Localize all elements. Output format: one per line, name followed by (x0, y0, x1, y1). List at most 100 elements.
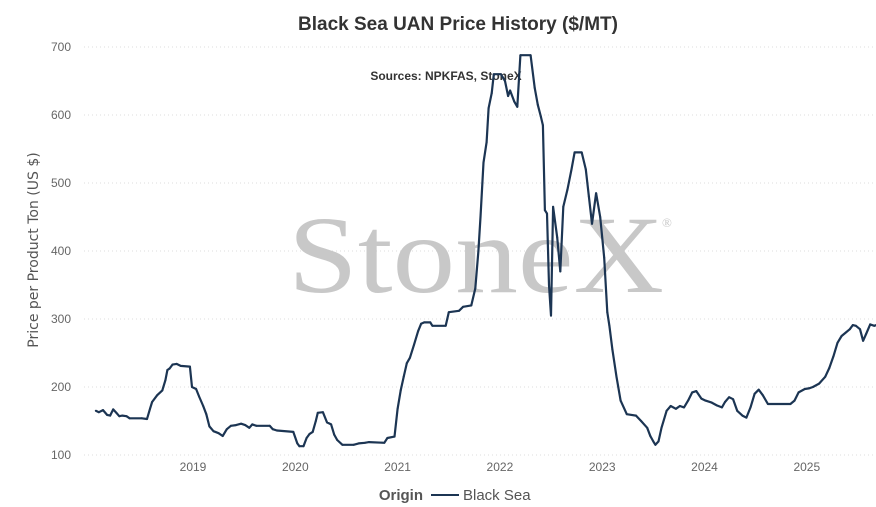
data-point (413, 343, 415, 346)
data-point (168, 367, 171, 370)
data-point (691, 391, 694, 394)
data-point (109, 414, 112, 417)
y-tick-label: 700 (51, 40, 71, 54)
data-point (482, 161, 485, 164)
data-point (848, 328, 851, 331)
data-point (402, 375, 405, 378)
data-point (541, 124, 544, 127)
data-point (509, 89, 512, 92)
data-point (212, 430, 215, 433)
data-point (836, 341, 839, 344)
data-point (161, 389, 164, 392)
data-point (640, 420, 643, 422)
data-point (202, 405, 205, 407)
data-point (710, 401, 713, 404)
data-point (94, 409, 97, 412)
data-point (824, 375, 827, 378)
data-point (828, 367, 831, 369)
data-point (393, 435, 396, 438)
data-point (205, 413, 208, 416)
data-point (741, 414, 744, 417)
data-point (423, 321, 426, 324)
data-point (490, 92, 493, 95)
data-point (248, 426, 251, 429)
data-point (591, 222, 593, 225)
data-point (818, 382, 821, 385)
data-point (240, 422, 243, 425)
y-tick-label: 200 (51, 380, 71, 394)
data-point (649, 435, 652, 437)
data-point (106, 413, 109, 416)
data-point (321, 411, 324, 414)
data-point (566, 188, 569, 191)
data-point (844, 331, 847, 334)
data-point (749, 406, 752, 409)
data-point (652, 440, 655, 443)
data-point (431, 324, 434, 327)
data-point (619, 399, 622, 402)
data-point (357, 442, 360, 445)
x-tick-label: 2022 (487, 460, 514, 474)
data-point (217, 432, 220, 435)
x-axis-ticks: 2019 2020 2021 2022 2023 2024 2025 (180, 460, 821, 474)
data-point (851, 324, 854, 327)
data-point (687, 399, 690, 402)
data-point (479, 216, 482, 218)
data-point (208, 425, 211, 428)
series-group (94, 54, 876, 448)
x-tick-label: 2024 (691, 460, 718, 474)
data-point (447, 311, 450, 314)
data-point (580, 151, 583, 154)
legend[interactable]: Origin Black Sea (379, 487, 531, 504)
data-point (102, 409, 104, 412)
legend-item-black-sea[interactable]: Black Sea (463, 487, 531, 504)
data-point (789, 403, 792, 405)
data-point (516, 105, 519, 108)
data-point (728, 396, 731, 399)
data-point (474, 287, 477, 290)
data-point (783, 403, 786, 405)
data-point (368, 441, 370, 444)
data-point (611, 348, 614, 351)
data-point (587, 195, 590, 198)
x-tick-label: 2019 (180, 460, 207, 474)
data-point (811, 386, 814, 388)
y-tick-label: 300 (51, 312, 71, 326)
data-point (462, 305, 465, 308)
data-point (195, 388, 198, 390)
data-point (732, 398, 735, 401)
data-point (302, 445, 305, 448)
data-point (665, 409, 668, 412)
data-point (507, 95, 510, 97)
data-point (235, 424, 237, 427)
data-point (221, 435, 224, 437)
data-point (316, 411, 319, 414)
data-point (761, 394, 764, 397)
data-point (873, 324, 876, 327)
data-point (487, 107, 490, 110)
data-point (399, 389, 402, 392)
data-point (408, 356, 411, 359)
data-point (724, 401, 726, 403)
data-point (854, 324, 857, 327)
data-point (543, 209, 546, 212)
data-point (840, 335, 843, 337)
data-point (308, 432, 311, 435)
data-point (298, 445, 301, 448)
watermark-registered-mark: ® (662, 215, 672, 230)
data-point (606, 311, 609, 314)
data-point (275, 429, 278, 432)
data-point (429, 321, 432, 324)
data-point (625, 413, 628, 416)
data-point (615, 375, 618, 378)
data-point (603, 256, 606, 259)
data-point (128, 417, 131, 420)
data-point (669, 405, 672, 407)
data-point (166, 369, 169, 371)
data-point (695, 390, 698, 393)
data-point (97, 411, 100, 414)
data-point (363, 441, 366, 444)
data-point (777, 403, 780, 405)
data-point (444, 324, 447, 327)
